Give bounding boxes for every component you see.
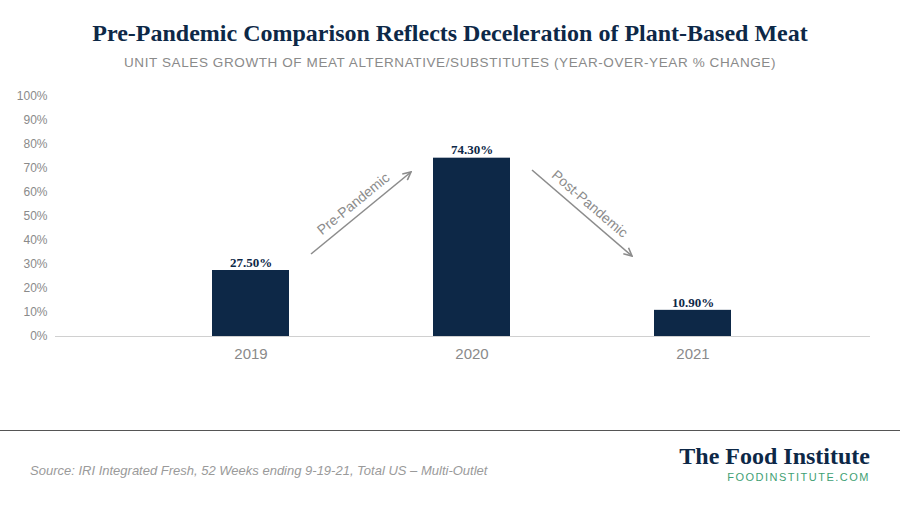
svg-text:50%: 50% bbox=[23, 209, 47, 223]
svg-text:2019: 2019 bbox=[234, 345, 267, 362]
svg-text:27.50%: 27.50% bbox=[230, 255, 272, 270]
svg-text:Pre-Pandemic: Pre-Pandemic bbox=[314, 169, 393, 238]
svg-text:60%: 60% bbox=[23, 185, 47, 199]
svg-text:0%: 0% bbox=[30, 329, 48, 343]
svg-text:90%: 90% bbox=[23, 113, 47, 127]
svg-text:20%: 20% bbox=[23, 281, 47, 295]
svg-text:80%: 80% bbox=[23, 137, 47, 151]
svg-text:30%: 30% bbox=[23, 257, 47, 271]
html-text:Source: IRI Integrated Fresh,: Source: IRI Integrated Fresh, 52 Weeks e… bbox=[30, 463, 488, 478]
svg-text:40%: 40% bbox=[23, 233, 47, 247]
svg-text:10.90%: 10.90% bbox=[672, 295, 714, 310]
svg-text:2020: 2020 bbox=[455, 345, 488, 362]
html-text:Pre-Pandemic Comparison Reflec: Pre-Pandemic Comparison Reflects Deceler… bbox=[92, 20, 808, 46]
svg-text:10%: 10% bbox=[23, 305, 47, 319]
svg-text:74.30%: 74.30% bbox=[451, 142, 493, 157]
svg-text:2021: 2021 bbox=[676, 345, 709, 362]
svg-text:70%: 70% bbox=[23, 161, 47, 175]
svg-text:Post-Pandemic: Post-Pandemic bbox=[549, 167, 631, 241]
html-text:FOODINSTITUTE.COM: FOODINSTITUTE.COM bbox=[727, 471, 870, 483]
html-text:The Food Institute: The Food Institute bbox=[679, 443, 870, 469]
svg-text:100%: 100% bbox=[17, 89, 48, 103]
html-text:UNIT SALES GROWTH OF MEAT ALTE: UNIT SALES GROWTH OF MEAT ALTERNATIVE/SU… bbox=[124, 55, 776, 70]
